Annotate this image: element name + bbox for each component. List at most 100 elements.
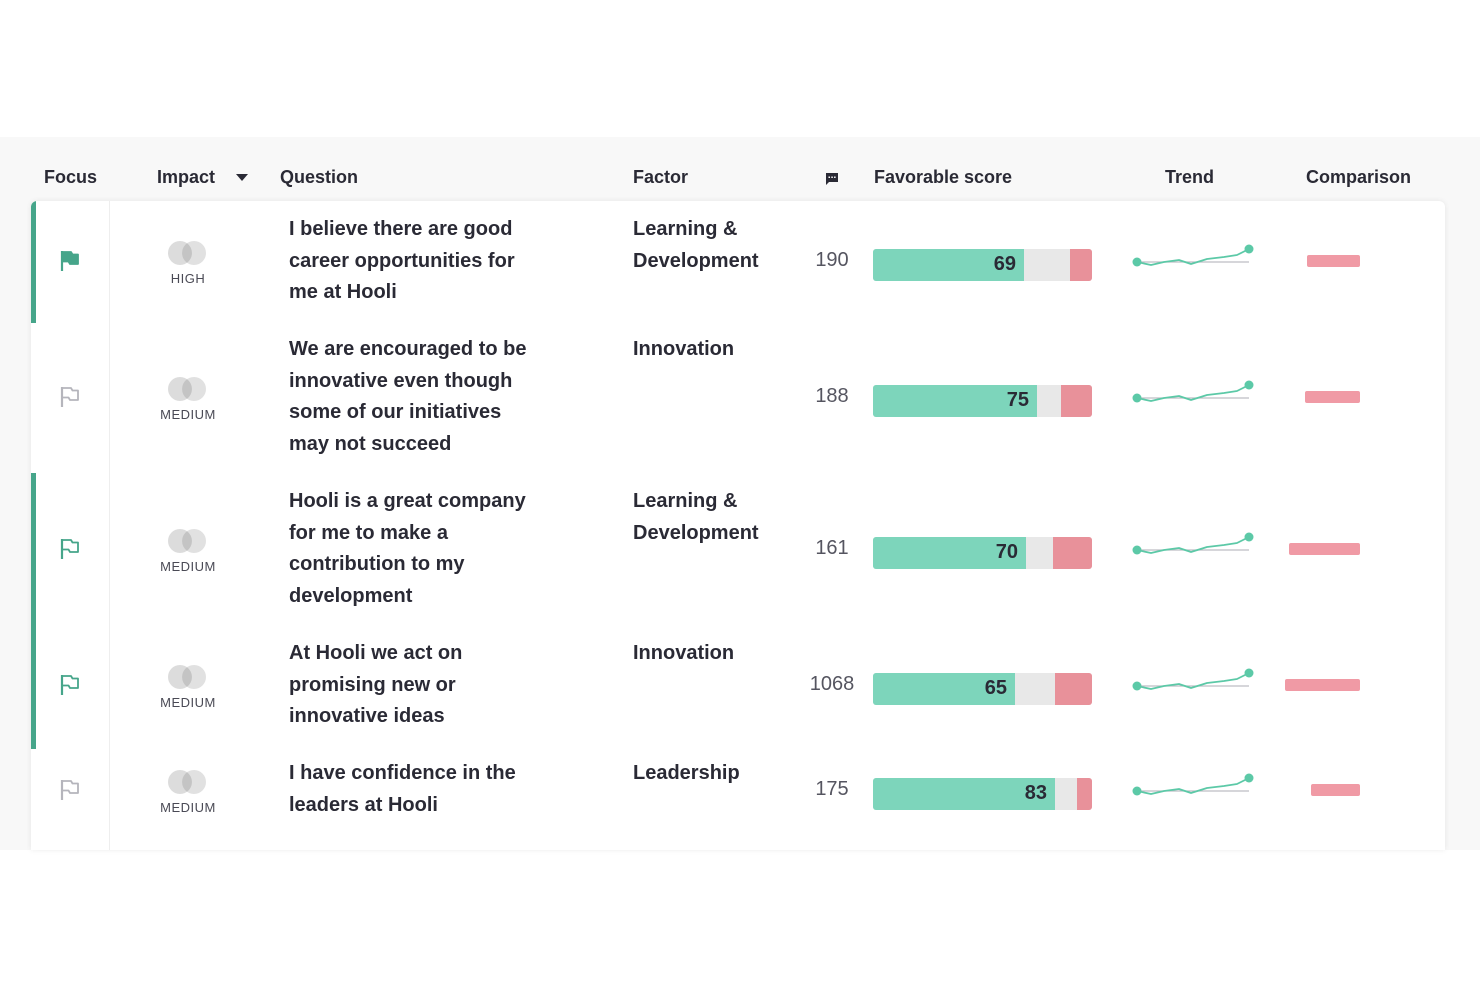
comparison-bar[interactable] — [1307, 255, 1360, 267]
focus-accent-bar — [31, 625, 36, 749]
factor-text: Learning & Development — [633, 486, 813, 549]
favorable-score-bar[interactable]: 69 — [873, 249, 1092, 281]
factor-line: Innovation — [633, 338, 735, 360]
table-row[interactable]: MEDIUM We are encouraged to be innovative … — [31, 323, 1445, 473]
impact-circles-icon — [168, 665, 206, 689]
impact-label: HIGH — [170, 271, 206, 286]
question-line: innovative ideas — [289, 705, 445, 727]
comment-icon[interactable] — [825, 172, 839, 186]
favorable-score-value: 65 — [984, 677, 1007, 699]
question-text[interactable]: I have confidence in the leaders at Hooli — [289, 758, 579, 821]
impact-label: MEDIUM — [160, 407, 216, 422]
question-line: for me to make a — [289, 521, 448, 544]
favorable-segment — [873, 385, 1037, 417]
impact-circles-icon — [168, 241, 206, 265]
question-text[interactable]: Hooli is a great company for me to make a… — [289, 486, 579, 612]
question-line: Hooli is a great company — [289, 490, 526, 512]
flag-outline-icon[interactable] — [59, 385, 81, 409]
trend-sparkline[interactable] — [1129, 770, 1255, 800]
table-row[interactable]: MEDIUM I have confidence in the leaders at… — [31, 749, 1445, 850]
question-line: I have confidence in the — [289, 762, 516, 784]
response-count[interactable]: 1068 — [809, 673, 855, 695]
response-count[interactable]: 161 — [815, 537, 849, 559]
trend-sparkline[interactable] — [1129, 529, 1255, 559]
factor-text: Innovation — [633, 638, 813, 670]
question-text[interactable]: We are encouraged to be innovative even t… — [289, 334, 579, 460]
header-impact[interactable]: Impact — [157, 167, 216, 187]
header-comparison[interactable]: Comparison — [1306, 167, 1412, 187]
header-trend[interactable]: Trend — [1165, 167, 1215, 187]
factor-line: Innovation — [633, 642, 735, 664]
unfavorable-segment — [1061, 385, 1092, 417]
factor-text: Leadership — [633, 758, 813, 790]
question-text[interactable]: At Hooli we act on promising new or innova… — [289, 638, 579, 733]
table-row[interactable]: HIGH I believe there are good career oppor… — [31, 201, 1445, 323]
flag-outline-icon[interactable] — [59, 778, 81, 802]
favorable-score-bar[interactable]: 83 — [873, 778, 1092, 810]
factor-line: Leadership — [633, 762, 740, 784]
factor-text: Innovation — [633, 334, 813, 366]
header-question[interactable]: Question — [280, 167, 359, 187]
results-panel: Focus Impact Question Factor Favorable s… — [0, 137, 1480, 850]
trend-sparkline[interactable] — [1129, 665, 1255, 695]
factor-line: Development — [633, 521, 759, 544]
flag-outline-icon[interactable] — [59, 673, 81, 697]
header-factor[interactable]: Factor — [633, 167, 689, 187]
questions-table: HIGH I believe there are good career oppor… — [31, 201, 1445, 850]
favorable-segment — [873, 673, 1015, 705]
impact-circles-icon — [168, 377, 206, 401]
question-line: career opportunities for — [289, 249, 515, 272]
favorable-score-value: 83 — [1024, 782, 1047, 804]
favorable-segment — [873, 249, 1024, 281]
question-line: promising new or — [289, 673, 456, 696]
question-line: may not succeed — [289, 432, 452, 455]
favorable-segment — [873, 537, 1026, 569]
trend-sparkline[interactable] — [1129, 377, 1255, 407]
favorable-score-bar[interactable]: 65 — [873, 673, 1092, 705]
question-line: We are encouraged to be — [289, 338, 527, 360]
impact-label: MEDIUM — [160, 695, 216, 710]
response-count[interactable]: 188 — [815, 385, 849, 407]
unfavorable-segment — [1055, 673, 1092, 705]
factor-line: Development — [633, 249, 759, 272]
question-line: I believe there are good — [289, 218, 513, 240]
impact-circles-icon — [168, 770, 206, 794]
impact-label: MEDIUM — [160, 559, 216, 574]
comparison-bar[interactable] — [1305, 391, 1360, 403]
flag-outline-icon[interactable] — [59, 537, 81, 561]
response-count[interactable]: 190 — [815, 249, 849, 271]
header-focus[interactable]: Focus — [44, 167, 98, 187]
response-count[interactable]: 175 — [815, 778, 849, 800]
question-line: leaders at Hooli — [289, 793, 438, 816]
factor-line: Learning & — [633, 218, 738, 240]
favorable-score-bar[interactable]: 70 — [873, 537, 1092, 569]
table-row[interactable]: MEDIUM At Hooli we act on promising new or… — [31, 625, 1445, 749]
question-line: some of our initiatives — [289, 401, 502, 423]
favorable-segment — [873, 778, 1055, 810]
focus-accent-bar — [31, 201, 36, 323]
favorable-score-value: 75 — [1006, 389, 1029, 411]
unfavorable-segment — [1077, 778, 1092, 810]
comparison-bar[interactable] — [1285, 679, 1360, 691]
favorable-score-value: 69 — [993, 253, 1016, 275]
question-text[interactable]: I believe there are good career opportuni… — [289, 214, 579, 309]
trend-sparkline[interactable] — [1129, 241, 1255, 271]
question-line: development — [289, 584, 413, 607]
sort-caret-icon[interactable] — [236, 174, 248, 181]
favorable-score-value: 70 — [995, 541, 1018, 563]
question-line: innovative even though — [289, 369, 513, 392]
factor-line: Learning & — [633, 490, 738, 512]
table-header: Focus Impact Question Factor Favorable s… — [0, 137, 1480, 201]
comparison-bar[interactable] — [1289, 543, 1360, 555]
focus-column-divider — [109, 201, 110, 850]
unfavorable-segment — [1070, 249, 1092, 281]
table-row[interactable]: MEDIUM Hooli is a great company for me to … — [31, 473, 1445, 625]
header-favorable-score[interactable]: Favorable score — [874, 167, 1013, 187]
comparison-bar[interactable] — [1311, 784, 1360, 796]
impact-circles-icon — [168, 529, 206, 553]
favorable-score-bar[interactable]: 75 — [873, 385, 1092, 417]
question-line: contribution to my — [289, 553, 465, 575]
question-line: At Hooli we act on — [289, 642, 463, 664]
unfavorable-segment — [1053, 537, 1092, 569]
flag-filled-icon[interactable] — [59, 249, 81, 273]
